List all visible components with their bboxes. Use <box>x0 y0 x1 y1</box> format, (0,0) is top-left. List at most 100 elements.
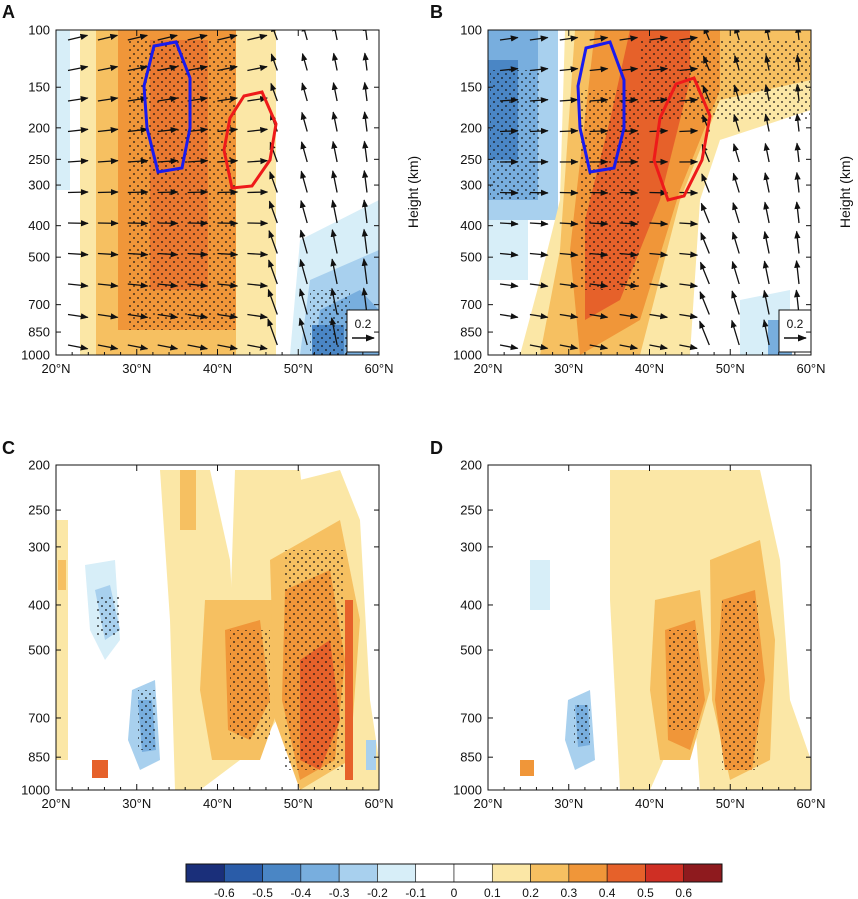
wind-vector <box>217 251 239 258</box>
wind-vector <box>217 95 239 103</box>
wind-vector <box>330 228 338 254</box>
y-tick-label: 150 <box>28 80 50 95</box>
colorbar-label: -0.4 <box>291 886 312 899</box>
wind-vector <box>157 95 179 103</box>
wind-vector <box>217 313 239 320</box>
x-tick-label: 50°N <box>284 361 313 376</box>
wind-vector <box>794 171 801 193</box>
y-tick-label: 400 <box>28 218 50 233</box>
wind-vector <box>187 158 209 165</box>
wind-vector <box>97 313 119 320</box>
wind-vector <box>362 169 369 193</box>
panel-d-y-ticks: 200 250 300 400 500 700 850 1000 <box>453 458 811 798</box>
x-tick-label: 20°N <box>41 796 70 811</box>
wind-vector <box>763 172 770 193</box>
panel-a-label: A <box>2 2 15 22</box>
colorbar-label: -0.6 <box>214 886 235 899</box>
panel-c-y-ticks: 200 250 300 400 500 700 850 1000 <box>21 458 379 798</box>
wind-vector <box>67 282 89 289</box>
wind-vector <box>499 313 519 320</box>
wind-vector <box>702 55 710 71</box>
x-tick-label: 30°N <box>554 361 583 376</box>
wind-vector <box>679 35 698 42</box>
colorbar-segment <box>300 863 340 883</box>
wind-vector <box>589 220 609 227</box>
wind-vector <box>499 282 519 289</box>
panel-b-label: B <box>430 2 443 22</box>
wind-vector <box>97 126 119 134</box>
wind-vector <box>157 251 179 258</box>
wind-vector <box>559 344 579 351</box>
y-tick-label: 500 <box>460 643 482 658</box>
x-tick-label: 40°N <box>635 796 664 811</box>
wind-vector <box>362 30 369 41</box>
wind-vector <box>529 251 549 258</box>
y-tick-label: 850 <box>28 325 50 340</box>
wind-vector <box>763 142 770 163</box>
wind-vector <box>187 251 209 258</box>
wind-vector <box>762 260 770 285</box>
panel-a: 0.2 A 100 150 200 250 300 400 500 700 850 1000 20… <box>2 2 394 376</box>
y-tick-label: 400 <box>460 218 482 233</box>
wind-vector <box>701 173 710 193</box>
wind-vector <box>649 220 669 227</box>
wind-vector <box>679 344 698 351</box>
wind-vector <box>300 170 308 193</box>
y-tick-label: 850 <box>460 750 482 765</box>
wind-vector <box>361 228 368 254</box>
wind-vector <box>127 126 149 134</box>
colorbar-label: -0.2 <box>367 886 388 899</box>
x-tick-label: 30°N <box>122 361 151 376</box>
wind-vector <box>157 33 178 41</box>
wind-vector <box>97 95 119 103</box>
x-tick-label: 20°N <box>41 361 70 376</box>
wind-vector <box>589 282 609 289</box>
wind-vector <box>589 313 609 320</box>
wind-vector <box>247 251 269 258</box>
wind-vector <box>247 344 268 351</box>
wind-vector <box>559 313 579 320</box>
wind-vector <box>329 317 338 346</box>
wind-vector <box>67 313 89 320</box>
wind-vector <box>619 251 639 258</box>
wind-vector <box>157 344 179 351</box>
colorbar-segment <box>683 863 723 883</box>
colorbar-label: 0.6 <box>675 886 692 899</box>
wind-vector <box>499 127 519 135</box>
y-tick-label: 700 <box>28 710 50 725</box>
wind-vector <box>97 344 119 351</box>
y-tick-label: 500 <box>28 250 50 265</box>
wind-vector <box>157 126 179 134</box>
wind-vector <box>268 229 278 254</box>
wind-vector <box>97 158 119 165</box>
wind-vector <box>267 288 278 315</box>
wind-vector <box>127 282 149 289</box>
wind-vector <box>589 35 609 42</box>
wind-vector <box>361 258 368 285</box>
panel-c-label: C <box>2 438 15 458</box>
wind-vector <box>619 35 639 42</box>
wind-vector <box>733 54 740 71</box>
wind-vector <box>529 344 549 351</box>
panel-a-y-axis-title: Height (km) <box>405 156 421 228</box>
wind-vector <box>300 111 308 132</box>
wind-vector <box>362 111 369 132</box>
y-tick-label: 400 <box>460 597 482 612</box>
wind-vector <box>331 52 339 71</box>
wind-vector <box>67 33 89 41</box>
wind-vector <box>700 202 710 224</box>
panel-a-x-ticks: 20°N 30°N 40°N 50°N 60°N <box>41 30 394 376</box>
wind-vector <box>268 200 278 224</box>
wind-vector <box>795 30 802 41</box>
y-tick-label: 200 <box>460 458 482 473</box>
wind-vector <box>649 313 669 320</box>
panel-b: 0.2 B 100 150 200 250 300 400 500 700 850 1000 20… <box>430 2 826 376</box>
wind-vector <box>499 97 519 104</box>
wind-vector <box>299 199 308 224</box>
wind-vector <box>299 229 308 254</box>
y-tick-label: 300 <box>460 539 482 554</box>
x-tick-label: 30°N <box>122 796 151 811</box>
y-tick-label: 250 <box>28 152 50 167</box>
wind-vector <box>217 64 238 72</box>
wind-vector <box>679 97 699 104</box>
